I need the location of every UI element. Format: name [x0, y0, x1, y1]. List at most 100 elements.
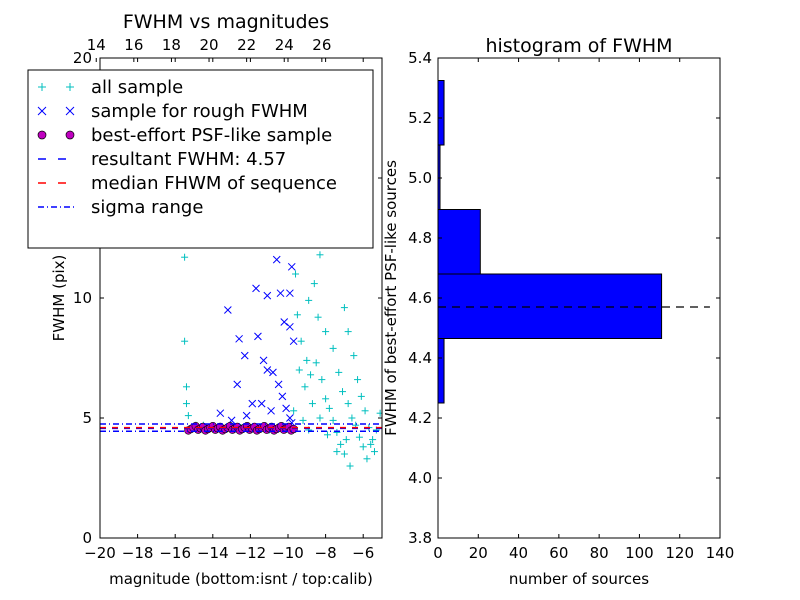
legend-label: resultant FWHM: 4.57 — [91, 149, 286, 170]
x-b — [289, 337, 298, 346]
right-x-tick-label: 40 — [509, 544, 528, 562]
rough-sample-point — [263, 291, 272, 300]
rough-sample-point — [248, 399, 257, 408]
all-sample-point — [367, 440, 375, 448]
all-sample-point — [308, 400, 316, 408]
right-x-ticks: 0 20 40 60 80 100 120 140 — [433, 58, 734, 562]
all-sample-point — [329, 416, 337, 424]
all-sample-point — [376, 409, 382, 417]
all-sample-point — [337, 440, 345, 448]
x-b — [272, 255, 281, 264]
x-b — [242, 411, 251, 420]
all-sample-point — [369, 436, 377, 444]
all-sample-point — [322, 328, 330, 336]
right-x-tick-label: 0 — [433, 544, 443, 562]
rough-sample-point — [276, 289, 285, 298]
rough-sample-point — [263, 366, 272, 374]
right-y-tick-label: 4.8 — [408, 229, 432, 247]
x-b — [286, 289, 294, 298]
right-y-tick-label: 4.4 — [408, 349, 432, 367]
rough-sample-point — [278, 392, 287, 401]
left-x-axis-label: magnitude (bottom:isnt / top:calib) — [109, 570, 373, 588]
x-b — [287, 262, 296, 271]
all-sample-point — [355, 433, 363, 441]
left-y-tick-label: 0 — [82, 529, 92, 547]
legend-label: sigma range — [91, 197, 203, 218]
x-b — [282, 404, 290, 413]
rough-sample-point — [267, 406, 275, 415]
rough-sample-point — [240, 351, 249, 360]
legend: all sample sample for rough FWHM best-effo… — [27, 69, 374, 249]
all-sample-point — [301, 383, 309, 391]
all-sample-point — [314, 313, 322, 321]
left-x-tick-label: −14 — [197, 544, 229, 562]
all-sample-point — [310, 280, 318, 288]
histogram-bar — [437, 80, 445, 146]
all-sample-point — [340, 304, 348, 312]
legend-label: all sample — [91, 77, 183, 98]
right-x-tick-label: 120 — [665, 544, 694, 562]
all-sample-point — [181, 253, 189, 261]
right-x-tick-label: 20 — [469, 544, 488, 562]
left-top-tick-label: 26 — [312, 36, 331, 54]
rough-sample-point — [286, 322, 294, 331]
rough-sample-point — [274, 380, 283, 389]
rough-sample-point — [259, 356, 268, 365]
rough-sample-point — [269, 368, 277, 377]
rough-sample-point — [280, 318, 289, 326]
legend-label: median FHWM of sequence — [91, 173, 337, 194]
x-b — [235, 334, 243, 343]
right-y-tick-label: 5.0 — [408, 169, 432, 187]
rough-sample-point — [223, 306, 232, 314]
x-b — [254, 332, 262, 341]
legend-label: best-effort PSF-like sample — [91, 125, 332, 146]
all-sample-point — [299, 416, 307, 424]
all-sample-point — [184, 412, 192, 420]
rough-sample-point — [272, 255, 281, 264]
right-x-tick-label: 100 — [625, 544, 654, 562]
rough-sample-point — [252, 284, 260, 293]
right-y-tick-label: 5.4 — [408, 49, 432, 67]
legend-circle — [65, 130, 75, 140]
x-b — [248, 399, 257, 408]
all-sample-point — [342, 436, 350, 444]
all-sample-point — [316, 251, 324, 259]
left-x-tick-label: −20 — [84, 544, 116, 562]
all-sample-point — [290, 407, 298, 415]
left-x-tick-label: −6 — [352, 544, 374, 562]
left-x-tick-label: −12 — [235, 544, 267, 562]
rough-sample-point — [242, 411, 251, 420]
all-sample-point — [305, 296, 313, 304]
right-x-tick-label: 80 — [590, 544, 609, 562]
legend-entry: sample for rough FWHM — [37, 101, 308, 122]
left-x-tick-label: −16 — [159, 544, 191, 562]
all-sample-point — [346, 462, 354, 470]
all-sample-point — [312, 359, 320, 367]
x-b — [276, 289, 285, 298]
legend-box — [27, 69, 374, 249]
right-x-tick-label: 140 — [706, 544, 735, 562]
x-b — [259, 356, 268, 365]
left-y-tick-label: 10 — [73, 289, 92, 307]
right-y-tick-label: 4.6 — [408, 289, 432, 307]
left-top-tick-label: 24 — [275, 36, 294, 54]
rough-sample-point — [235, 334, 243, 343]
right-x-tick-label: 60 — [549, 544, 568, 562]
all-sample-point — [325, 404, 333, 412]
left-y-tick-label: 5 — [82, 409, 92, 427]
all-sample-point — [323, 431, 331, 439]
left-top-tick-label: 14 — [87, 36, 106, 54]
x-b — [263, 366, 272, 374]
all-sample-point — [363, 455, 371, 463]
rough-sample-point — [257, 399, 266, 408]
rough-sample-point — [286, 289, 294, 298]
right-bars-layer — [437, 80, 663, 404]
left-top-tick-label: 16 — [124, 36, 143, 54]
left-x-tick-label: −10 — [272, 544, 304, 562]
x-b — [223, 306, 232, 314]
x-b — [267, 406, 275, 415]
histogram-bar — [437, 273, 663, 339]
right-y-tick-label: 3.8 — [408, 529, 432, 547]
rough-sample-point — [233, 380, 242, 389]
rough-sample-point — [287, 262, 296, 271]
